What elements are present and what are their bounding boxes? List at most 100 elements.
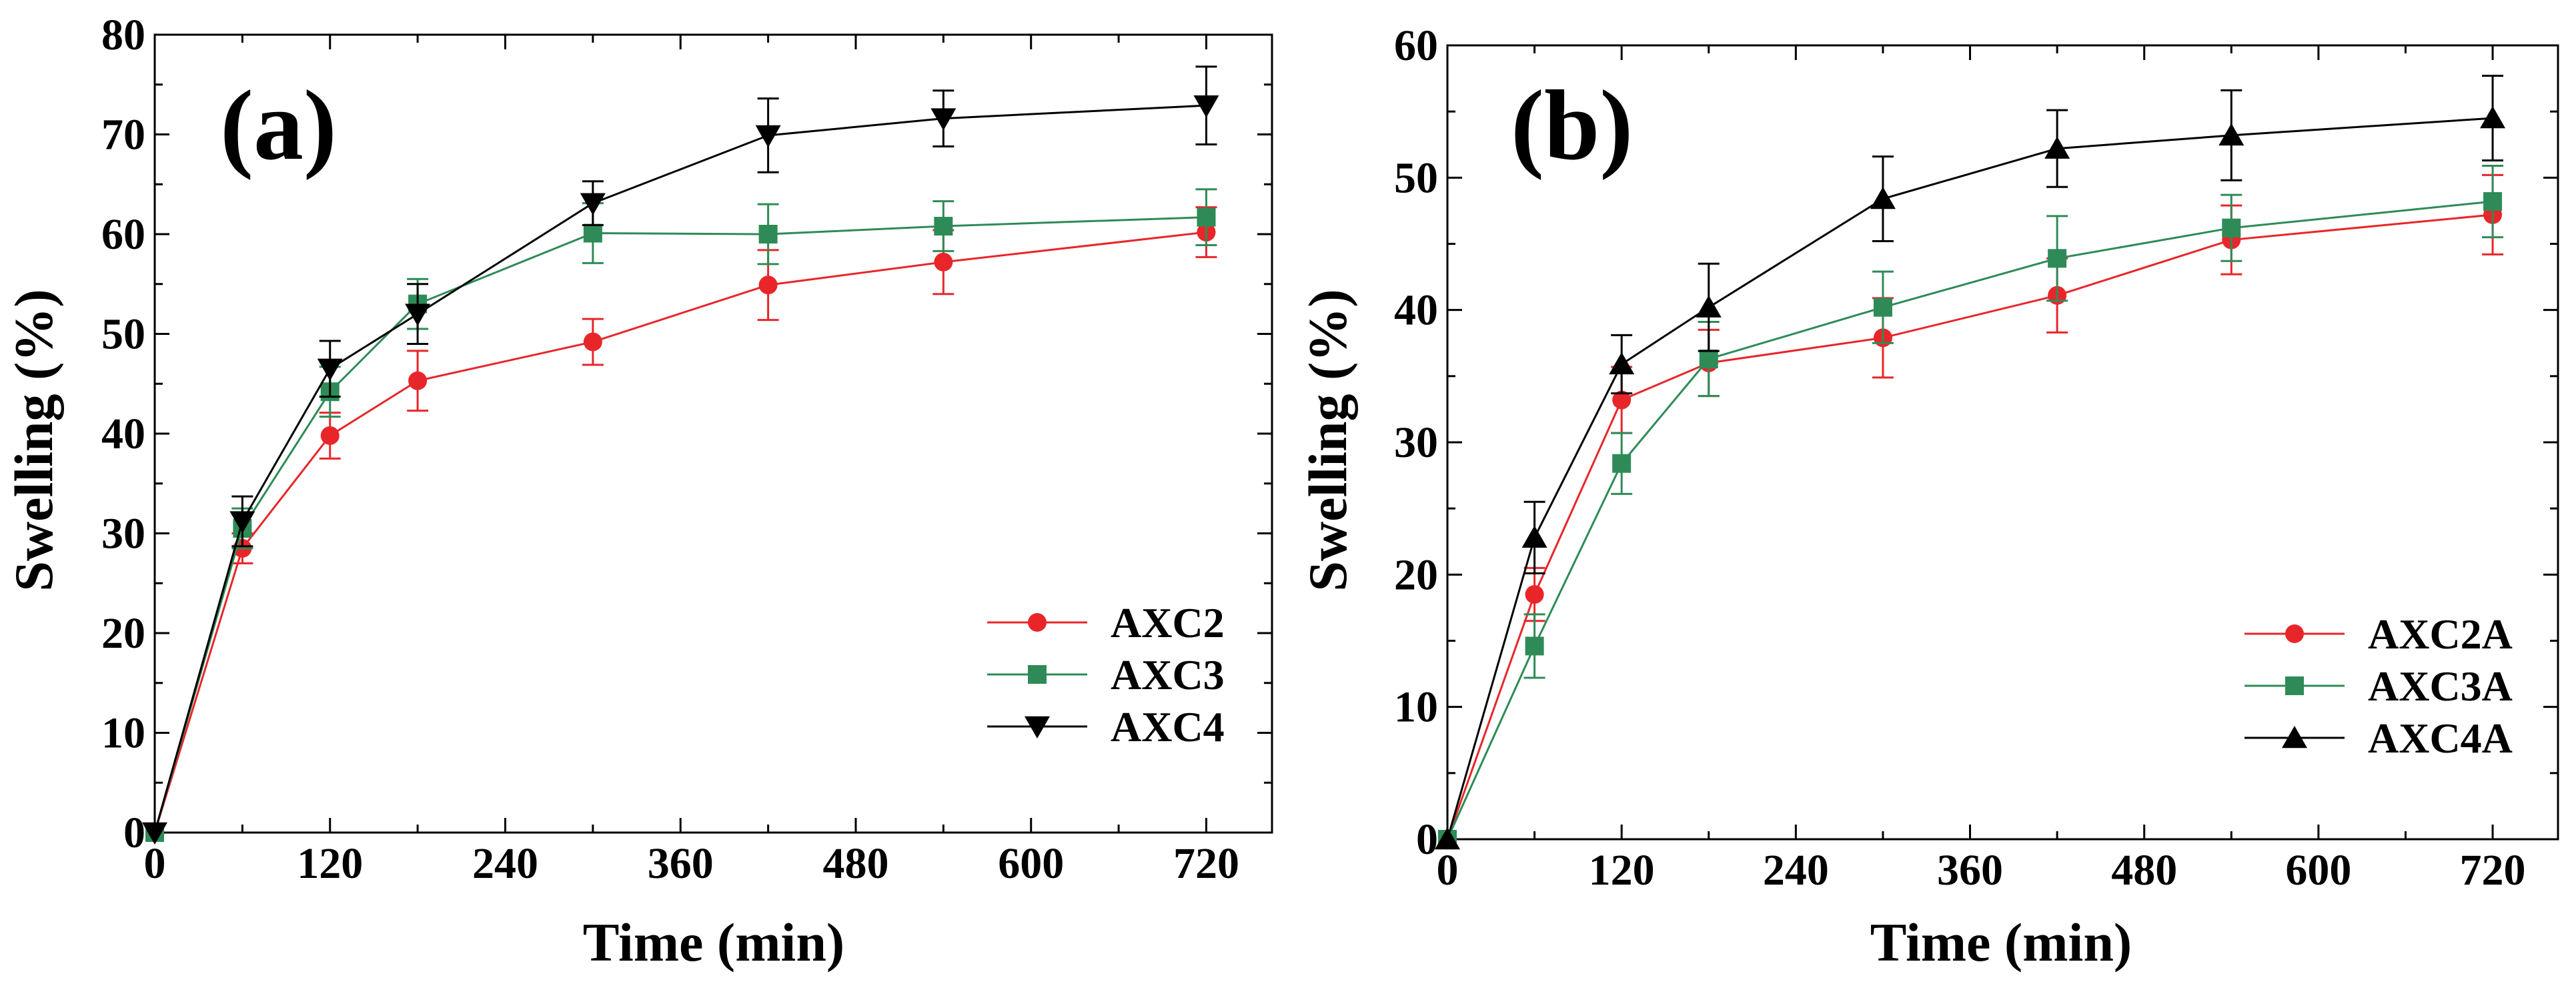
y-tick-label: 0 <box>1416 815 1438 864</box>
y-tick-label: 70 <box>101 111 145 159</box>
data-point <box>1525 636 1544 656</box>
series-line-AXC4A <box>1446 117 2493 840</box>
y-tick-label: 0 <box>123 809 145 857</box>
y-tick-label: 40 <box>101 410 145 458</box>
data-point <box>317 358 343 381</box>
series-line-AXC4 <box>153 104 1207 833</box>
data-point <box>142 822 167 845</box>
panel-b-series <box>1435 75 2506 850</box>
series-line-AXC2 <box>153 231 1207 833</box>
series-line-AXC3 <box>153 216 1207 833</box>
x-tick-label: 120 <box>297 839 363 888</box>
data-point <box>758 276 778 295</box>
y-tick-label: 60 <box>1394 21 1438 70</box>
x-tick-label: 360 <box>648 839 714 888</box>
y-tick-label: 20 <box>101 609 145 658</box>
series-line-AXC2A <box>1446 213 2493 840</box>
series-AXC4 <box>142 65 1219 845</box>
y-tick-label: 10 <box>101 709 145 758</box>
data-point <box>1696 295 1722 318</box>
y-tick-label: 30 <box>101 510 145 558</box>
legend-label: AXC4A <box>2368 714 2513 762</box>
data-point <box>930 108 956 131</box>
data-point <box>320 426 340 445</box>
x-tick-label: 360 <box>1937 846 2003 895</box>
y-tick-label: 50 <box>101 310 145 359</box>
x-tick-label: 240 <box>472 839 538 888</box>
data-point <box>408 371 428 390</box>
panel-b-ylabel: Swelling (%) <box>1297 289 1358 591</box>
chart-panel-a: 0 120 240 360 480 600 720 0 10 20 30 40 50 60 70 80 AXC… <box>3 11 1273 973</box>
series-AXC3A <box>1438 164 2504 849</box>
data-point <box>934 217 953 236</box>
data-point <box>1525 585 1544 604</box>
data-point <box>1521 525 1547 548</box>
series-AXC4A <box>1435 75 2506 850</box>
data-point <box>2483 192 2503 211</box>
x-tick-label: 720 <box>2460 846 2526 895</box>
panel-b-letter: (b) <box>1511 70 1633 181</box>
x-tick-label: 600 <box>998 839 1064 888</box>
panel-a-axes: 0 120 240 360 480 600 720 0 10 20 30 40 50 60 70 80 <box>101 11 1273 888</box>
panel-a-xlabel: Time (min) <box>583 912 845 973</box>
x-tick-label: 120 <box>1589 846 1655 895</box>
x-tick-label: 0 <box>144 839 166 888</box>
panel-a-ylabel: Swelling (%) <box>3 289 64 591</box>
x-tick-label: 480 <box>822 839 888 888</box>
legend-marker <box>2282 725 2307 749</box>
legend-marker <box>1028 665 1047 684</box>
data-point <box>229 511 255 534</box>
series-line-AXC3A <box>1446 200 2493 840</box>
data-point <box>1435 827 1460 850</box>
y-tick-label: 60 <box>101 210 145 259</box>
data-point <box>2480 106 2506 129</box>
data-point <box>405 304 431 326</box>
data-point <box>1870 187 1896 209</box>
legend-label: AXC4 <box>1111 703 1225 751</box>
y-tick-label: 40 <box>1394 286 1438 335</box>
x-tick-label: 720 <box>1173 839 1239 888</box>
data-point <box>2044 136 2070 159</box>
legend-marker <box>1028 613 1047 632</box>
panel-a-series <box>142 65 1219 845</box>
panel-b-xlabel: Time (min) <box>1870 912 2132 973</box>
x-tick-label: 240 <box>1763 846 1829 895</box>
data-point <box>1609 352 1635 375</box>
x-tick-label: 480 <box>2111 846 2177 895</box>
data-point <box>580 193 606 215</box>
data-point <box>1193 95 1219 118</box>
data-point <box>758 225 778 243</box>
legend-marker <box>1025 716 1050 739</box>
data-point <box>2222 218 2241 237</box>
x-tick-label: 600 <box>2285 846 2351 895</box>
legend-label: AXC2 <box>1111 599 1225 646</box>
legend-label: AXC3A <box>2368 662 2513 710</box>
data-point <box>2218 123 2244 146</box>
series-AXC2 <box>145 206 1217 842</box>
data-point <box>2048 249 2067 268</box>
data-point <box>1612 390 1632 410</box>
y-tick-label: 30 <box>1394 418 1438 467</box>
data-point <box>583 332 602 352</box>
legend-label: AXC3 <box>1111 651 1225 698</box>
panel-b-axes: 0 120 240 360 480 600 720 0 10 20 30 40 50 60 <box>1394 21 2559 895</box>
y-tick-label: 20 <box>1394 550 1438 599</box>
y-tick-label: 80 <box>101 11 145 59</box>
data-point <box>583 223 602 243</box>
data-point <box>1612 454 1632 473</box>
data-point <box>1197 207 1216 227</box>
data-point <box>1699 350 1718 369</box>
series-AXC3 <box>145 188 1217 842</box>
x-tick-label: 0 <box>1437 846 1459 895</box>
legend-label: AXC2A <box>2368 610 2513 658</box>
y-tick-label: 50 <box>1394 153 1438 202</box>
data-point <box>934 252 953 272</box>
panel-a-letter: (a) <box>220 70 337 181</box>
legend-marker <box>2285 676 2304 695</box>
legend-marker <box>2285 624 2304 643</box>
y-tick-label: 10 <box>1394 683 1438 732</box>
data-point <box>1873 298 1892 317</box>
